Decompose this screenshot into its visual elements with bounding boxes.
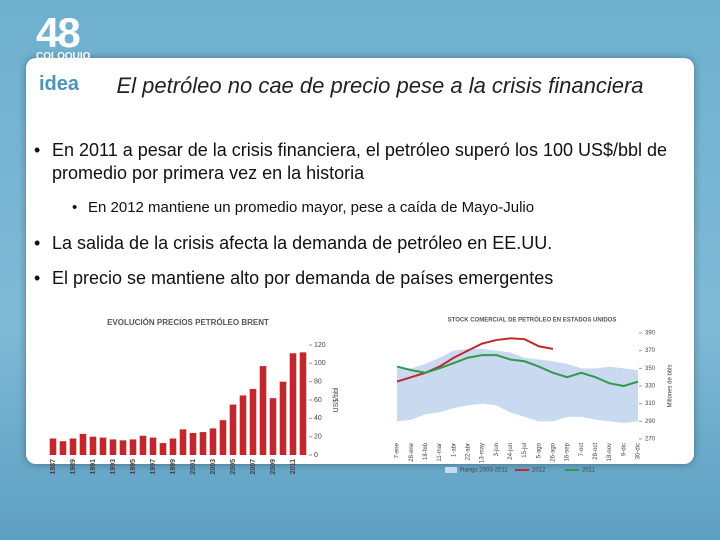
logo-number: 48: [36, 9, 81, 56]
x-tick-label: 1-abr: [451, 443, 457, 457]
x-tick-label: 1995: [130, 459, 137, 475]
x-tick-label: 2007: [250, 459, 257, 475]
logo: 48 COLOQUIO ANUAL idea: [36, 9, 91, 95]
x-tick-label: 1987: [50, 459, 57, 475]
bullet: En 2011 a pesar de la crisis financiera,…: [34, 139, 692, 185]
y-tick-label: 0: [314, 452, 318, 459]
y-tick-label: 80: [314, 379, 322, 386]
y-tick-label: 350: [645, 366, 656, 372]
bar: [299, 352, 307, 455]
bar: [119, 440, 127, 455]
bar: [229, 404, 237, 455]
logo-text: COLOQUIO: [36, 51, 91, 62]
y-tick-label: 20: [314, 434, 322, 441]
logo-text: ANUAL: [36, 61, 71, 72]
bar: [109, 439, 117, 455]
x-tick-label: 1991: [90, 459, 97, 475]
x-tick-label: 1997: [150, 459, 157, 475]
bar: [99, 437, 107, 455]
sub-bullet: En 2012 mantiene un promedio mayor, pese…: [72, 199, 534, 216]
legend-swatch: [445, 467, 457, 473]
bar: [69, 438, 77, 455]
bar: [279, 381, 287, 455]
bar: [289, 353, 297, 455]
y-tick-label: 310: [645, 401, 656, 407]
bar: [159, 443, 167, 455]
series-line: [396, 337, 554, 383]
y-tick-label: 100: [314, 360, 326, 367]
x-tick-label: 11-mar: [437, 443, 443, 462]
x-tick-label: 24-jun: [508, 443, 514, 460]
x-tick-label: 3-jun: [494, 443, 500, 456]
x-tick-label: 7-oct: [579, 443, 585, 457]
bar: [239, 395, 247, 455]
x-tick-label: 2001: [190, 459, 197, 475]
x-tick-label: 5-ago: [536, 442, 542, 458]
y-tick-label: 120: [314, 342, 326, 349]
x-tick-label: 2003: [210, 459, 217, 475]
bar: [89, 436, 97, 455]
bar: [209, 428, 217, 455]
axis-label: Millones de bbls: [668, 364, 674, 407]
y-tick-label: 290: [645, 419, 656, 425]
y-tick-label: 60: [314, 397, 322, 404]
bar: [199, 432, 207, 455]
bar: [249, 389, 257, 455]
x-tick-label: 26-ago: [551, 442, 557, 461]
axis-label: US$/bbl: [333, 387, 340, 412]
bar: [79, 433, 87, 455]
range-band: [397, 348, 638, 424]
bar: [129, 439, 137, 455]
bullet: El precio se mantiene alto por demanda d…: [34, 267, 692, 290]
x-tick-label: 1993: [110, 459, 117, 475]
legend-label: 2012: [532, 468, 546, 474]
bar: [139, 435, 147, 455]
x-tick-label: 2011: [290, 459, 297, 474]
x-tick-label: 18-feb: [423, 442, 429, 460]
x-tick-label: 1999: [170, 459, 177, 475]
y-tick-label: 40: [314, 415, 322, 422]
chart-title: EVOLUCIÓN PRECIOS PETRÓLEO BRENT: [107, 318, 269, 327]
x-tick-label: 18-nov: [607, 443, 613, 461]
y-tick-label: 390: [645, 331, 656, 337]
x-tick-label: 30-dic: [636, 443, 642, 459]
legend-label: Rango 2003-2011: [460, 468, 508, 474]
x-tick-label: 7-ene: [395, 442, 401, 458]
chart-title: STOCK COMERCIAL DE PETRÓLEO EN ESTADOS U…: [448, 316, 617, 324]
x-tick-label: 28-oct: [593, 443, 599, 460]
slide-title: El petróleo no cae de precio pese a la c…: [116, 73, 644, 98]
y-tick-label: 270: [645, 437, 656, 443]
bar: [219, 420, 227, 455]
x-tick-label: 22-abr: [465, 443, 471, 460]
x-tick-label: 28-ene: [409, 442, 415, 461]
bar: [179, 429, 187, 455]
bar: [269, 398, 277, 455]
x-tick-label: 9-dic: [621, 443, 627, 456]
legend-label: 2011: [582, 468, 596, 474]
logo-brand: idea: [36, 74, 83, 94]
bar: [149, 437, 157, 455]
bar: [169, 438, 177, 455]
series-line: [396, 354, 639, 388]
x-tick-label: 1989: [70, 459, 77, 475]
x-tick-label: 16-sep: [565, 442, 571, 461]
bar: [259, 366, 267, 455]
x-tick-label: 15-jul: [522, 443, 528, 458]
x-tick-label: 13-may: [480, 443, 486, 463]
bar: [59, 441, 67, 455]
x-tick-label: 2005: [230, 459, 237, 475]
bar: [189, 433, 197, 455]
bar: [49, 438, 57, 455]
x-tick-label: 2009: [270, 459, 277, 475]
y-tick-label: 330: [645, 384, 656, 390]
y-tick-label: 370: [645, 348, 656, 354]
bullet: La salida de la crisis afecta la demanda…: [34, 232, 692, 255]
